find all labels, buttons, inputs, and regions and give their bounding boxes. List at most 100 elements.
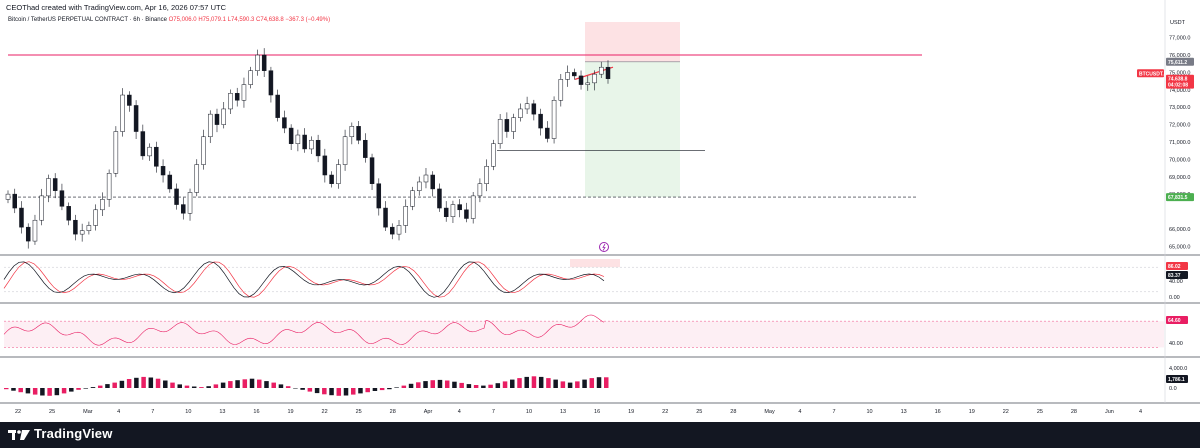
macd-bar xyxy=(170,382,175,388)
macd-bar xyxy=(394,387,399,388)
chart-canvas: USDT 77,000.076,000.075,000.074,000.073,… xyxy=(0,0,1200,415)
candle-body xyxy=(52,178,58,191)
macd-bar xyxy=(264,381,269,388)
candle-body xyxy=(93,209,98,226)
macd-bar xyxy=(293,388,298,389)
price-tick-label: 77,000.0 xyxy=(1169,36,1190,42)
macd-bar xyxy=(423,381,428,388)
rsi-line xyxy=(3,314,605,346)
take-profit-zone xyxy=(585,61,680,198)
macd-value-bg xyxy=(1166,375,1188,383)
macd-bar xyxy=(83,388,89,389)
drawing-levels[interactable] xyxy=(8,54,922,198)
macd-bar xyxy=(32,388,38,395)
macd-tick: 0.0 xyxy=(1169,386,1177,392)
candle-body xyxy=(585,82,591,85)
macd-bar xyxy=(495,383,501,388)
macd-bar xyxy=(358,388,363,394)
macd-bar xyxy=(191,386,197,388)
panel-separators xyxy=(0,0,1200,404)
stoch-k-line xyxy=(3,261,605,298)
last-price-badge: 74,638.8 xyxy=(1168,77,1188,83)
price-tick-label: 69,000.0 xyxy=(1169,175,1190,181)
time-tick-label: 7 xyxy=(492,409,495,415)
macd-bar xyxy=(582,379,587,388)
macd-bar xyxy=(553,379,558,388)
symbol-line: Bitcoin / TetherUS PERPETUAL CONTRACT · … xyxy=(8,17,330,23)
macd-bar xyxy=(76,388,81,390)
time-tick-label: 7 xyxy=(151,409,154,415)
macd-bar xyxy=(473,385,479,388)
candle-body xyxy=(255,54,260,71)
candle-body xyxy=(160,166,166,176)
time-tick-label: May xyxy=(764,409,775,415)
macd-bar xyxy=(307,388,313,392)
stoch-rsi-panel xyxy=(3,259,1160,298)
candle-body xyxy=(248,70,253,85)
time-tick-label: 19 xyxy=(287,409,293,415)
resistance-price-badge-bg xyxy=(1166,57,1194,66)
candle-body xyxy=(241,84,247,101)
macd-bar xyxy=(437,379,443,388)
rsi-value: 64.60 xyxy=(1168,318,1181,324)
time-tick-label: 22 xyxy=(322,409,328,415)
price-axis[interactable]: USDT 77,000.0 76,000.0 75,000.0 74,000.0 73,… xyxy=(1137,20,1194,392)
candle-body xyxy=(322,155,328,176)
position-tool[interactable] xyxy=(585,22,680,198)
macd-bar xyxy=(517,378,522,388)
candle-body xyxy=(201,136,206,165)
macd-bar xyxy=(220,382,226,388)
time-tick-label: 10 xyxy=(526,409,532,415)
candle-body xyxy=(221,108,226,125)
symbol-badge: BTCUSDT.P xyxy=(1139,71,1168,77)
time-tick-label: 7 xyxy=(832,409,835,415)
macd-bar xyxy=(235,380,240,388)
candle-body xyxy=(376,183,382,209)
macd-bar xyxy=(372,388,378,391)
macd-bar xyxy=(430,380,436,388)
stoch-d-value-bg xyxy=(1166,262,1188,270)
tradingview-brand: TradingView xyxy=(34,426,113,441)
macd-bar xyxy=(25,388,31,394)
flash-icon[interactable] xyxy=(599,242,609,252)
time-tick-label: 10 xyxy=(867,409,873,415)
symbol-title: Bitcoin / TetherUS PERPETUAL CONTRACT · … xyxy=(8,17,167,23)
macd-panel xyxy=(4,376,609,396)
candle-body xyxy=(369,157,375,184)
time-axis[interactable]: 22 25 Mar 4 7 10 13 16 19 22 25 28 Apr 4 7 10 13 16 19 22 25… xyxy=(15,409,1142,415)
time-tick-label: 4 xyxy=(1139,409,1142,415)
macd-bar xyxy=(177,384,182,388)
candle-body xyxy=(268,70,274,96)
stoch-tick: 40.00 xyxy=(1169,279,1183,285)
candle-body xyxy=(79,230,85,235)
candle-body xyxy=(423,174,429,183)
time-tick-label: 22 xyxy=(662,409,668,415)
candle-body xyxy=(86,225,92,231)
time-tick-label: 25 xyxy=(1037,409,1043,415)
candle-body xyxy=(295,134,301,144)
macd-bar xyxy=(387,388,392,390)
macd-bar xyxy=(510,379,515,388)
header-credit: CEOThad created with TradingView.com, Ap… xyxy=(6,3,226,12)
time-tick-label: 16 xyxy=(253,409,259,415)
price-tick-label: 76,000.0 xyxy=(1169,53,1190,59)
candle-body xyxy=(261,54,267,71)
candle-body xyxy=(504,119,510,132)
macd-bar xyxy=(546,378,551,388)
macd-bar xyxy=(163,380,168,388)
candle-body xyxy=(214,113,220,125)
candle-body xyxy=(133,105,139,132)
macd-bar xyxy=(502,381,508,388)
candle-body xyxy=(147,146,152,157)
price-tick-label: 72,000.0 xyxy=(1169,123,1190,129)
time-tick-label: Jun xyxy=(1105,409,1114,415)
stoch-k-value-bg xyxy=(1166,271,1188,279)
time-tick-label: 25 xyxy=(696,409,702,415)
time-tick-label: Mar xyxy=(83,409,93,415)
macd-tick: 4,000.0 xyxy=(1169,366,1187,372)
macd-bar xyxy=(481,385,486,388)
candle-body xyxy=(46,178,51,197)
macd-bar xyxy=(69,388,74,392)
macd-bar xyxy=(61,388,67,394)
macd-value: 1,786.1 xyxy=(1168,377,1185,383)
